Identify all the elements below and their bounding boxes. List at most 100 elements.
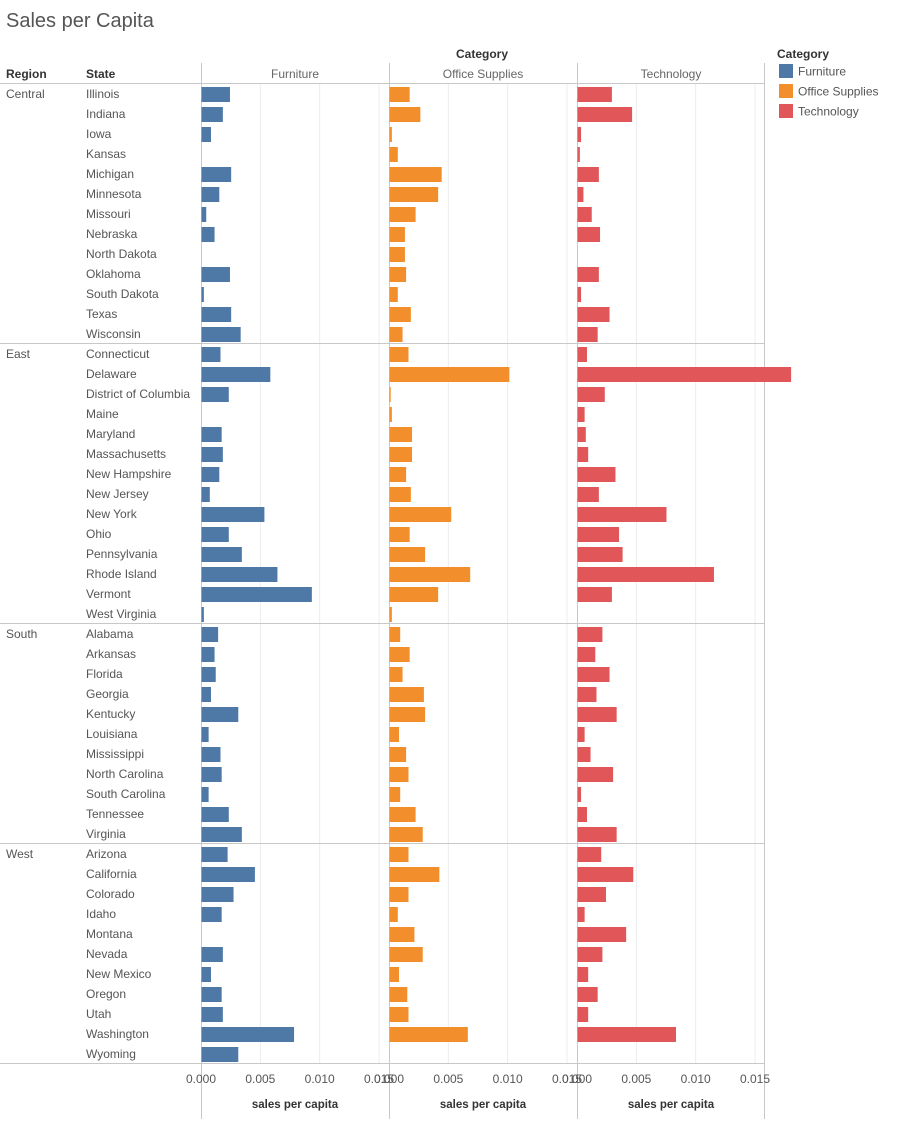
bar-technology-minnesota[interactable] xyxy=(577,187,584,202)
bar-furniture-indiana[interactable] xyxy=(201,107,223,122)
bar-office-supplies-maine[interactable] xyxy=(389,407,392,422)
bar-furniture-wyoming[interactable] xyxy=(201,1047,239,1062)
bar-office-supplies-mississippi[interactable] xyxy=(389,747,407,762)
bar-technology-district-of-columbia[interactable] xyxy=(577,387,605,402)
bar-technology-kentucky[interactable] xyxy=(577,707,617,722)
legend-swatch-technology[interactable] xyxy=(779,104,793,118)
bar-office-supplies-north-dakota[interactable] xyxy=(389,247,405,262)
bar-technology-iowa[interactable] xyxy=(577,127,582,142)
bar-office-supplies-florida[interactable] xyxy=(389,667,403,682)
bar-furniture-west-virginia[interactable] xyxy=(201,607,204,622)
bar-technology-california[interactable] xyxy=(577,867,634,882)
bar-office-supplies-kansas[interactable] xyxy=(389,147,398,162)
bar-furniture-new-jersey[interactable] xyxy=(201,487,210,502)
bar-office-supplies-ohio[interactable] xyxy=(389,527,410,542)
bar-technology-ohio[interactable] xyxy=(577,527,620,542)
bar-technology-washington[interactable] xyxy=(577,1027,676,1042)
bar-office-supplies-iowa[interactable] xyxy=(389,127,392,142)
bar-technology-rhode-island[interactable] xyxy=(577,567,714,582)
bar-office-supplies-new-hampshire[interactable] xyxy=(389,467,407,482)
bar-office-supplies-new-york[interactable] xyxy=(389,507,452,522)
bar-technology-new-hampshire[interactable] xyxy=(577,467,616,482)
bar-technology-utah[interactable] xyxy=(577,1007,589,1022)
bar-technology-new-york[interactable] xyxy=(577,507,667,522)
bar-office-supplies-michigan[interactable] xyxy=(389,167,442,182)
bar-office-supplies-california[interactable] xyxy=(389,867,440,882)
bar-technology-delaware[interactable] xyxy=(577,367,792,382)
bar-furniture-south-dakota[interactable] xyxy=(201,287,204,302)
bar-furniture-connecticut[interactable] xyxy=(201,347,221,362)
bar-office-supplies-massachusetts[interactable] xyxy=(389,447,413,462)
legend-label-technology[interactable]: Technology xyxy=(798,105,859,119)
bar-office-supplies-north-carolina[interactable] xyxy=(389,767,409,782)
bar-office-supplies-delaware[interactable] xyxy=(389,367,510,382)
bar-office-supplies-minnesota[interactable] xyxy=(389,187,439,202)
bar-office-supplies-colorado[interactable] xyxy=(389,887,409,902)
bar-office-supplies-connecticut[interactable] xyxy=(389,347,409,362)
bar-technology-arkansas[interactable] xyxy=(577,647,596,662)
bar-office-supplies-oregon[interactable] xyxy=(389,987,408,1002)
bar-technology-connecticut[interactable] xyxy=(577,347,587,362)
bar-office-supplies-oklahoma[interactable] xyxy=(389,267,407,282)
bar-office-supplies-nebraska[interactable] xyxy=(389,227,405,242)
bar-office-supplies-wisconsin[interactable] xyxy=(389,327,403,342)
legend-swatch-office-supplies[interactable] xyxy=(779,84,793,98)
bar-technology-vermont[interactable] xyxy=(577,587,612,602)
bar-technology-maine[interactable] xyxy=(577,407,585,422)
bar-technology-tennessee[interactable] xyxy=(577,807,587,822)
bar-furniture-nevada[interactable] xyxy=(201,947,223,962)
bar-office-supplies-virginia[interactable] xyxy=(389,827,423,842)
bar-furniture-massachusetts[interactable] xyxy=(201,447,223,462)
bar-technology-indiana[interactable] xyxy=(577,107,633,122)
bar-furniture-maryland[interactable] xyxy=(201,427,222,442)
bar-technology-arizona[interactable] xyxy=(577,847,602,862)
bar-furniture-oregon[interactable] xyxy=(201,987,222,1002)
bar-furniture-minnesota[interactable] xyxy=(201,187,220,202)
bar-office-supplies-illinois[interactable] xyxy=(389,87,410,102)
bar-office-supplies-utah[interactable] xyxy=(389,1007,409,1022)
legend-swatch-furniture[interactable] xyxy=(779,64,793,78)
bar-furniture-alabama[interactable] xyxy=(201,627,219,642)
bar-furniture-pennsylvania[interactable] xyxy=(201,547,242,562)
bar-office-supplies-new-jersey[interactable] xyxy=(389,487,411,502)
bar-office-supplies-vermont[interactable] xyxy=(389,587,439,602)
bar-technology-nevada[interactable] xyxy=(577,947,603,962)
bar-technology-idaho[interactable] xyxy=(577,907,585,922)
bar-furniture-arkansas[interactable] xyxy=(201,647,215,662)
bar-furniture-colorado[interactable] xyxy=(201,887,234,902)
bar-technology-louisiana[interactable] xyxy=(577,727,585,742)
bar-technology-north-carolina[interactable] xyxy=(577,767,614,782)
bar-technology-texas[interactable] xyxy=(577,307,610,322)
bar-technology-montana[interactable] xyxy=(577,927,627,942)
bar-furniture-nebraska[interactable] xyxy=(201,227,215,242)
legend-label-office-supplies[interactable]: Office Supplies xyxy=(798,85,879,99)
bar-office-supplies-montana[interactable] xyxy=(389,927,415,942)
bar-technology-south-dakota[interactable] xyxy=(577,287,582,302)
bar-furniture-illinois[interactable] xyxy=(201,87,230,102)
bar-furniture-washington[interactable] xyxy=(201,1027,295,1042)
bar-office-supplies-new-mexico[interactable] xyxy=(389,967,399,982)
bar-furniture-vermont[interactable] xyxy=(201,587,312,602)
bar-technology-new-jersey[interactable] xyxy=(577,487,599,502)
legend-label-furniture[interactable]: Furniture xyxy=(798,65,846,79)
bar-technology-illinois[interactable] xyxy=(577,87,612,102)
bar-technology-kansas[interactable] xyxy=(577,147,580,162)
bar-office-supplies-maryland[interactable] xyxy=(389,427,413,442)
bar-technology-wisconsin[interactable] xyxy=(577,327,598,342)
bar-office-supplies-south-carolina[interactable] xyxy=(389,787,401,802)
bar-technology-oregon[interactable] xyxy=(577,987,598,1002)
bar-furniture-arizona[interactable] xyxy=(201,847,228,862)
bar-furniture-louisiana[interactable] xyxy=(201,727,209,742)
bar-office-supplies-alabama[interactable] xyxy=(389,627,401,642)
bar-furniture-missouri[interactable] xyxy=(201,207,207,222)
bar-furniture-rhode-island[interactable] xyxy=(201,567,278,582)
bar-office-supplies-kentucky[interactable] xyxy=(389,707,426,722)
bar-technology-mississippi[interactable] xyxy=(577,747,591,762)
bar-office-supplies-south-dakota[interactable] xyxy=(389,287,398,302)
bar-technology-missouri[interactable] xyxy=(577,207,592,222)
bar-technology-georgia[interactable] xyxy=(577,687,597,702)
bar-furniture-wisconsin[interactable] xyxy=(201,327,241,342)
bar-office-supplies-west-virginia[interactable] xyxy=(389,607,392,622)
bar-furniture-district-of-columbia[interactable] xyxy=(201,387,229,402)
bar-technology-new-mexico[interactable] xyxy=(577,967,589,982)
